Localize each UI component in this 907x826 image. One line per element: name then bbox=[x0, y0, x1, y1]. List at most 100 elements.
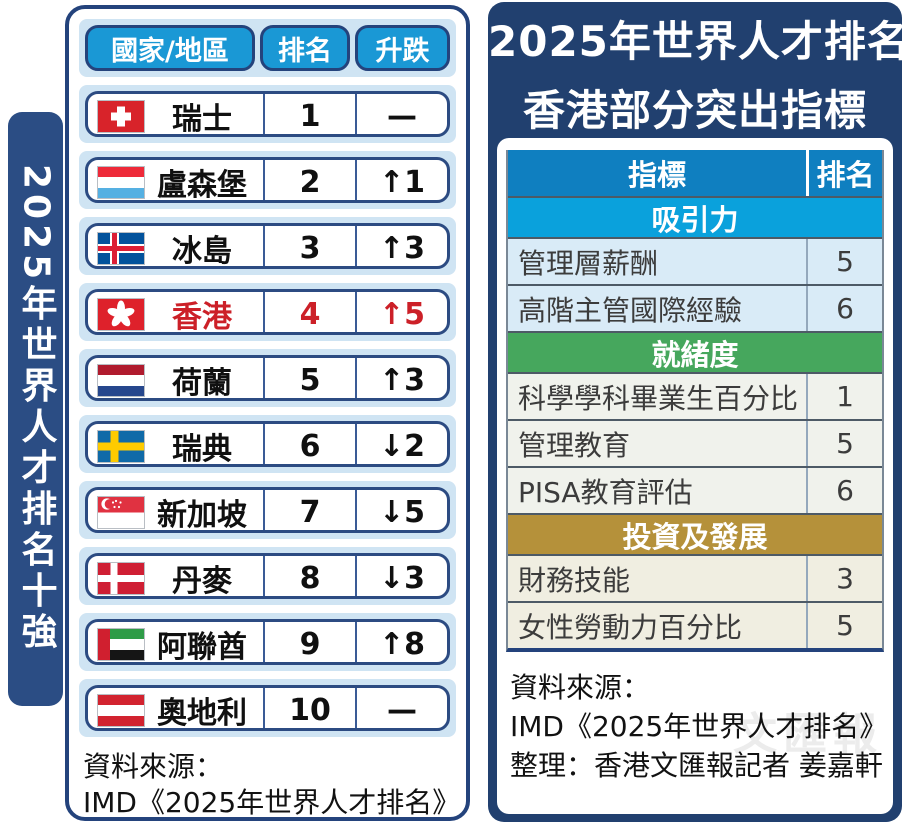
flag-singapore-icon bbox=[97, 495, 145, 529]
indicator-rank: 1 bbox=[806, 374, 882, 419]
flag-luxembourg-icon bbox=[97, 165, 145, 199]
flag-iceland-icon bbox=[97, 231, 145, 265]
ranking-table-header: 國家/地區 排名 升跌 bbox=[79, 19, 456, 77]
change-value: ↑8 bbox=[355, 622, 447, 662]
flag-austria-icon bbox=[97, 693, 145, 727]
indicator-rank: 5 bbox=[806, 603, 882, 648]
indicator-rank: 6 bbox=[806, 286, 882, 331]
header-country-region: 國家/地區 bbox=[85, 25, 255, 71]
flag-uae-icon bbox=[97, 627, 145, 661]
change-value: ↓3 bbox=[355, 556, 447, 596]
hk-table-header: 指標 排名 bbox=[508, 150, 882, 196]
header-indicator-rank: 排名 bbox=[806, 150, 882, 196]
indicator-name: PISA教育評估 bbox=[518, 475, 693, 509]
country-name: 冰島 bbox=[172, 234, 232, 269]
indicator-name: 管理教育 bbox=[518, 428, 631, 462]
header-rank: 排名 bbox=[260, 25, 350, 71]
ranking-row-strip: 冰島 3 ↑3 bbox=[79, 217, 456, 275]
country-name: 香港 bbox=[172, 300, 232, 335]
ranking-row-strip: 荷蘭 5 ↑3 bbox=[79, 349, 456, 407]
rank-value: 10 bbox=[263, 688, 355, 728]
change-value: — bbox=[355, 688, 447, 728]
flag-netherlands-icon bbox=[97, 363, 145, 397]
ranking-row-austria: 奧地利 10— bbox=[85, 685, 450, 731]
ranking-row-singapore: 新加坡 7 ↓5 bbox=[85, 487, 450, 533]
indicator-rank: 6 bbox=[806, 468, 882, 513]
ranking-row-iceland: 冰島 3 ↑3 bbox=[85, 223, 450, 269]
ranking-top10-card: 國家/地區 排名 升跌 瑞士 1— 盧森堡 2 ↑1 冰島 3 ↑3 香港 4 ↑5 荷蘭 5 ↑3 瑞典 6… bbox=[65, 5, 470, 821]
left-banner-title: 2025年世界人才排名十強 bbox=[15, 164, 57, 654]
rank-value: 7 bbox=[263, 490, 355, 530]
country-cell: 瑞典 bbox=[88, 424, 263, 467]
change-value: — bbox=[355, 94, 447, 134]
change-value: ↑3 bbox=[355, 358, 447, 398]
ranking-row-sweden: 瑞典 6 ↓2 bbox=[85, 421, 450, 467]
indicator-name: 高階主管國際經驗 bbox=[518, 293, 743, 327]
right-title-line-1: 2025年世界人才排名 bbox=[488, 17, 907, 66]
country-cell: 奧地利 bbox=[88, 688, 263, 728]
ranking-row-strip: 瑞士 1— bbox=[79, 85, 456, 143]
rank-value: 6 bbox=[263, 424, 355, 464]
indicator-rank: 3 bbox=[806, 556, 882, 601]
ranking-row-strip: 新加坡 7 ↓5 bbox=[79, 481, 456, 539]
country-name: 阿聯酋 bbox=[157, 630, 247, 665]
ranking-row-strip: 香港 4 ↑5 bbox=[79, 283, 456, 341]
indicator-name: 管理層薪酬 bbox=[518, 246, 659, 280]
ranking-row-hongkong: 香港 4 ↑5 bbox=[85, 289, 450, 335]
ranking-row-netherlands: 荷蘭 5 ↑3 bbox=[85, 355, 450, 401]
right-source-line: 整理：香港文匯報記者 姜嘉軒 bbox=[510, 749, 883, 782]
flag-denmark-icon bbox=[97, 561, 145, 595]
change-value: ↑5 bbox=[355, 292, 447, 332]
rank-value: 1 bbox=[263, 94, 355, 134]
country-name: 瑞士 bbox=[172, 102, 232, 137]
left-vertical-banner: 2025年世界人才排名十強 bbox=[8, 112, 63, 706]
ranking-row-strip: 丹麥 8 ↓3 bbox=[79, 547, 456, 605]
rank-value: 8 bbox=[263, 556, 355, 596]
right-source-line: 資料來源： bbox=[510, 671, 651, 704]
country-cell: 新加坡 bbox=[88, 490, 263, 533]
indicator-name: 女性勞動力百分比 bbox=[518, 610, 743, 644]
header-change: 升跌 bbox=[355, 25, 450, 71]
indicator-rank: 5 bbox=[806, 421, 882, 466]
hk-indicators-card: 指標 排名 吸引力 管理層薪酬 5 高階主管國際經驗 6 就緒度 科學學科畢業生百分比 1 管理… bbox=[497, 138, 893, 814]
ranking-row-strip: 阿聯酋 9 ↑8 bbox=[79, 613, 456, 671]
rank-value: 3 bbox=[263, 226, 355, 266]
indicator-name: 科學學科畢業生百分比 bbox=[518, 381, 799, 415]
right-title-line-2: 香港部分突出指標 bbox=[522, 86, 867, 135]
change-value: ↑1 bbox=[355, 160, 447, 200]
hk-indicators-panel: 2025年世界人才排名 香港部分突出指標 指標 排名 吸引力 管理層薪酬 5 高階主管… bbox=[488, 2, 907, 822]
right-source-line: IMD《2025年世界人才排名》 bbox=[510, 710, 888, 743]
indicator-row: 財務技能 3 bbox=[508, 554, 882, 601]
indicator-row: 科學學科畢業生百分比 1 bbox=[508, 372, 882, 419]
indicator-row: 高階主管國際經驗 6 bbox=[508, 284, 882, 331]
left-source-line: IMD《2025年世界人才排名》 bbox=[83, 786, 461, 819]
left-source-text: 資料來源： IMD《2025年世界人才排名》 bbox=[79, 745, 461, 821]
ranking-row-strip: 瑞典 6 ↓2 bbox=[79, 415, 456, 473]
country-name: 新加坡 bbox=[157, 498, 247, 533]
ranking-row-strip: 盧森堡 2 ↑1 bbox=[79, 151, 456, 209]
country-name: 瑞典 bbox=[172, 432, 232, 467]
left-source-line: 資料來源： bbox=[83, 750, 224, 783]
country-name: 荷蘭 bbox=[172, 366, 232, 401]
header-indicator: 指標 bbox=[627, 158, 686, 192]
rank-value: 4 bbox=[263, 292, 355, 332]
country-cell: 盧森堡 bbox=[88, 160, 263, 200]
country-cell: 丹麥 bbox=[88, 556, 263, 599]
indicator-name: 財務技能 bbox=[518, 563, 631, 597]
rank-value: 2 bbox=[263, 160, 355, 200]
country-cell: 瑞士 bbox=[88, 94, 263, 137]
section-band: 投資及發展 bbox=[508, 513, 882, 554]
section-band: 吸引力 bbox=[508, 196, 882, 237]
flag-switzerland-icon bbox=[97, 99, 145, 133]
hk-indicators-table: 指標 排名 吸引力 管理層薪酬 5 高階主管國際經驗 6 就緒度 科學學科畢業生百分比 1 管理… bbox=[506, 150, 884, 652]
indicator-row: 管理層薪酬 5 bbox=[508, 237, 882, 284]
rank-value: 5 bbox=[263, 358, 355, 398]
flag-sweden-icon bbox=[97, 429, 145, 463]
ranking-row-luxembourg: 盧森堡 2 ↑1 bbox=[85, 157, 450, 203]
ranking-row-strip: 奧地利 10— bbox=[79, 679, 456, 737]
ranking-row-uae: 阿聯酋 9 ↑8 bbox=[85, 619, 450, 665]
right-source-text: 資料來源： IMD《2025年世界人才排名》 整理：香港文匯報記者 姜嘉軒 bbox=[506, 668, 888, 785]
country-name: 丹麥 bbox=[172, 564, 232, 599]
flag-hongkong-icon bbox=[97, 297, 145, 331]
country-cell: 荷蘭 bbox=[88, 358, 263, 401]
